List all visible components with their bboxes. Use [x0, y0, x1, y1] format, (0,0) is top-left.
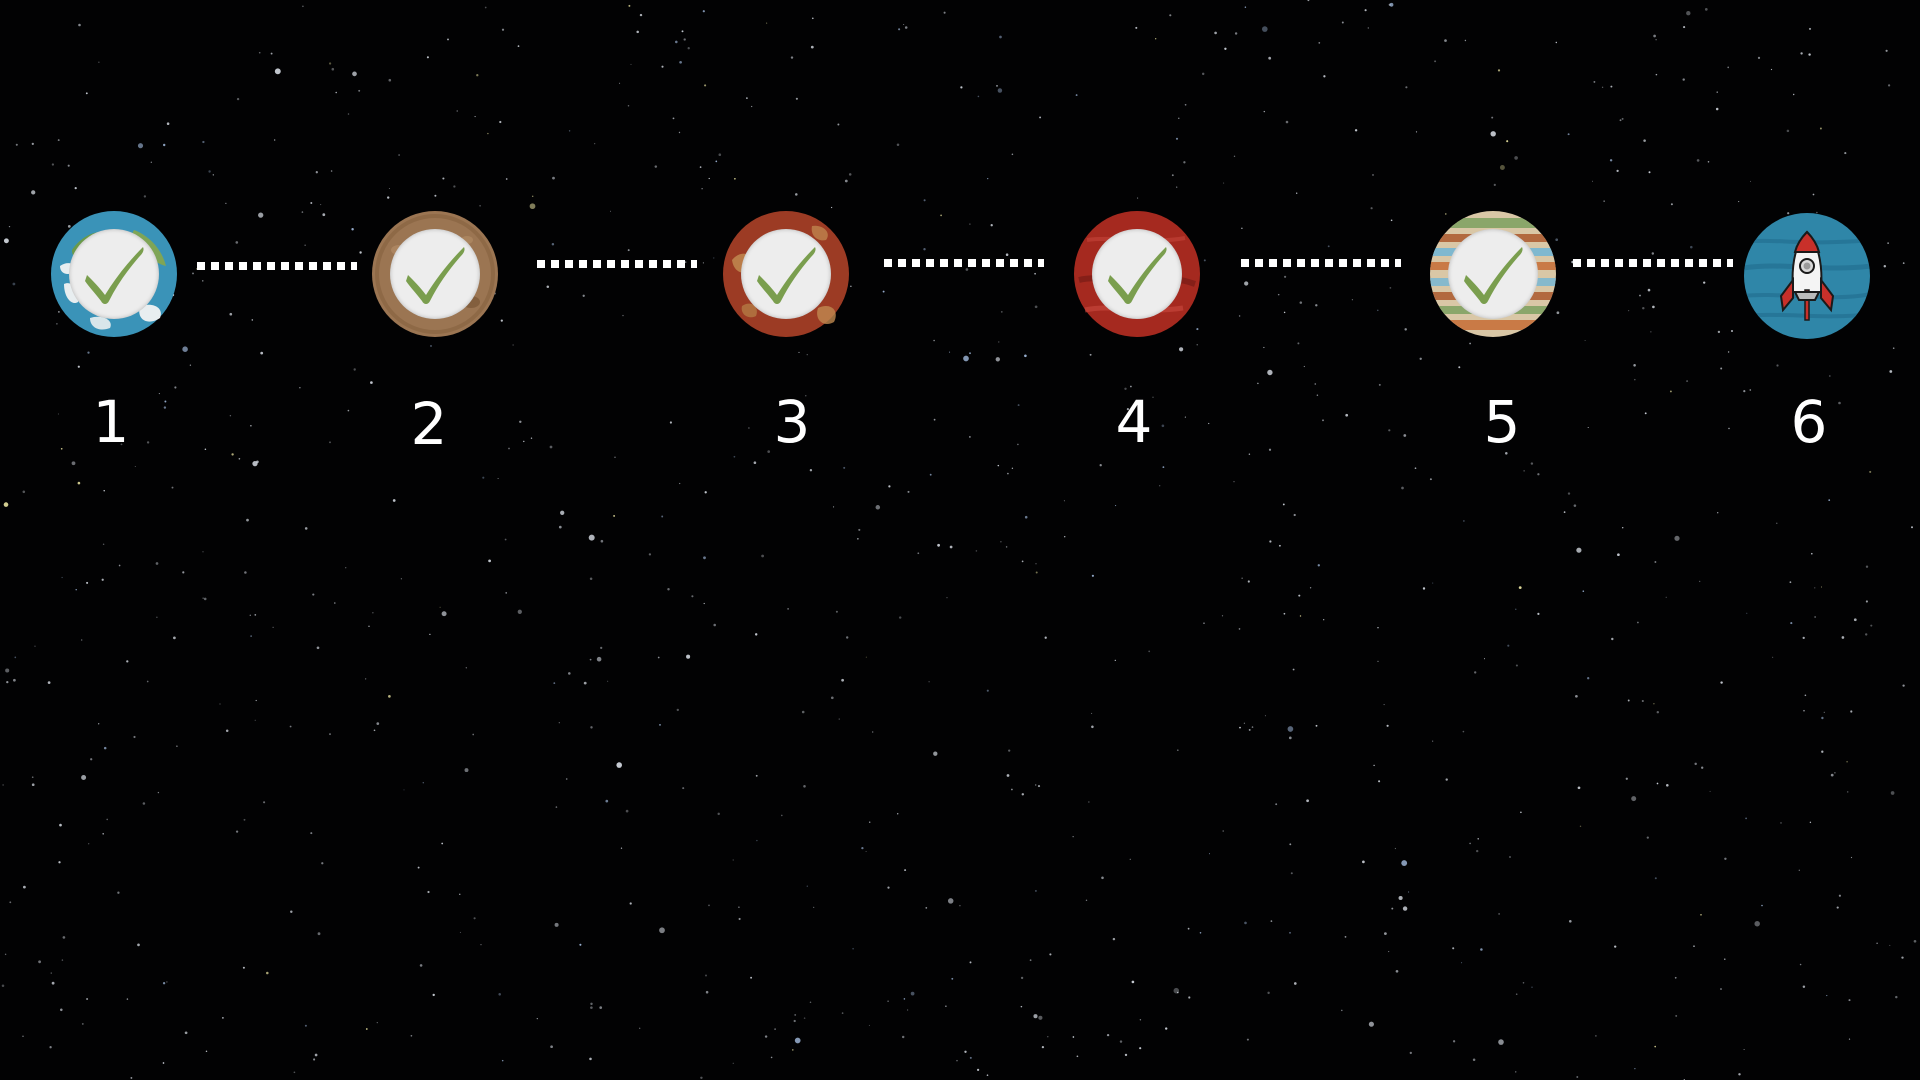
level-5-label: 5 — [1483, 388, 1521, 456]
completion-badge — [741, 229, 831, 319]
path-connector-3-4 — [884, 259, 1044, 267]
level-2-label: 2 — [410, 390, 448, 458]
level-1-label: 1 — [92, 388, 130, 456]
checkmark-icon — [757, 247, 816, 304]
completion-badge — [69, 229, 159, 319]
level-4-planet-button[interactable] — [1073, 210, 1201, 338]
rocket-icon — [1779, 230, 1835, 321]
level-1-planet-button[interactable] — [50, 210, 178, 338]
level-3-label: 3 — [773, 388, 811, 456]
level-3-planet-button[interactable] — [722, 210, 850, 338]
completion-badge — [1448, 229, 1538, 319]
level-5-planet-button[interactable] — [1429, 210, 1557, 338]
checkmark-icon — [1108, 247, 1167, 304]
checkmark-icon — [406, 247, 465, 304]
path-connector-5-6 — [1573, 259, 1733, 267]
path-connector-4-5 — [1241, 259, 1401, 267]
completion-badge — [1092, 229, 1182, 319]
level-2-planet-button[interactable] — [371, 210, 499, 338]
completion-badge — [390, 229, 480, 319]
checkmark-icon — [1464, 247, 1523, 304]
level-6-planet-button[interactable] — [1743, 212, 1871, 340]
path-connector-2-3 — [537, 260, 697, 268]
path-connector-1-2 — [197, 262, 357, 270]
checkmark-icon — [85, 247, 144, 304]
level-6-label: 6 — [1790, 388, 1828, 456]
level-4-label: 4 — [1115, 388, 1153, 456]
